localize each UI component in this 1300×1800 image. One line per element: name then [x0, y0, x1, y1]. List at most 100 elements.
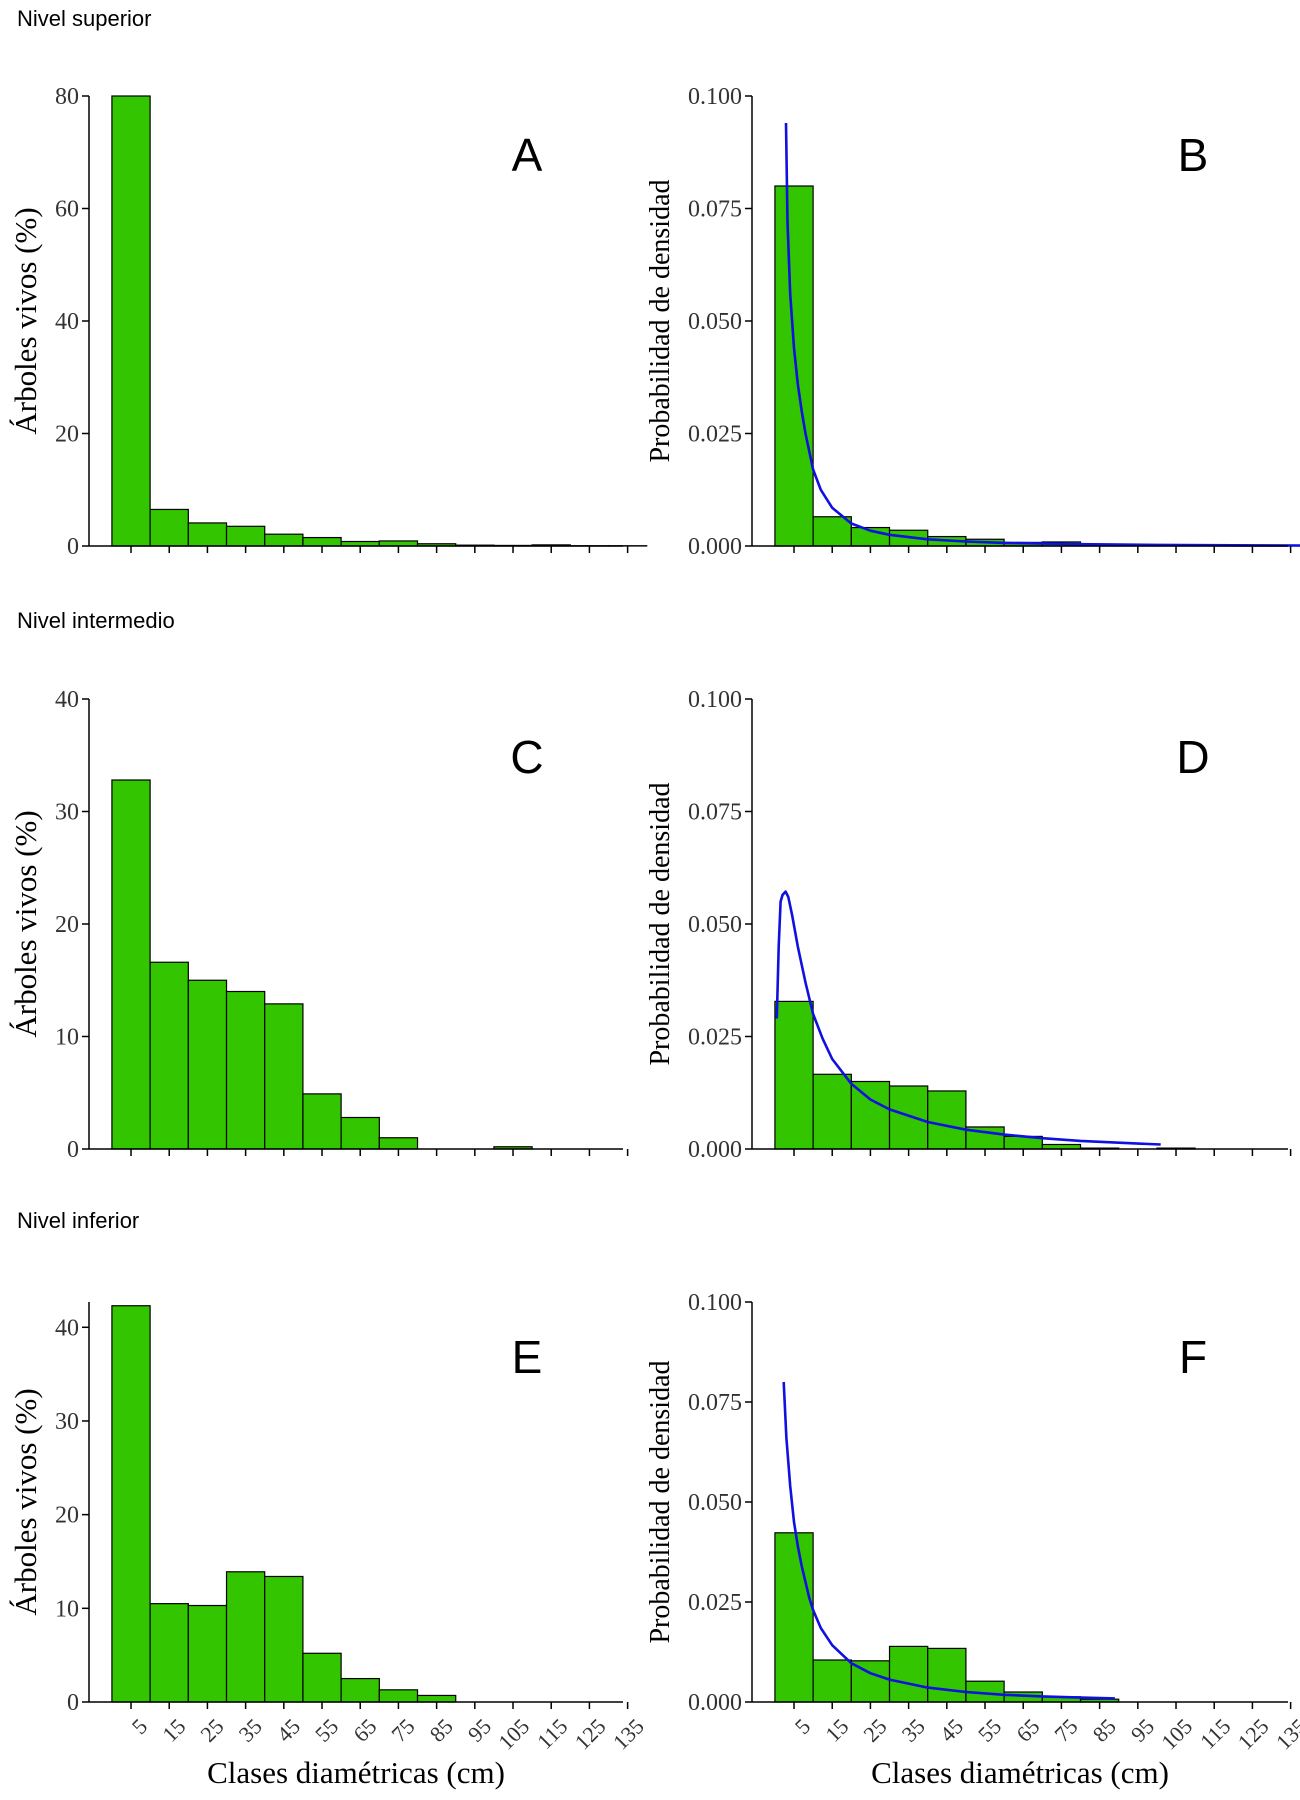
bar-a-35: [225, 525, 266, 547]
bar-a-55: [302, 536, 342, 547]
x-tick-label-e-125: 125: [570, 1714, 611, 1755]
y-tick-label-e-1: 10: [55, 1596, 79, 1622]
x-tick-label-e-65: 65: [348, 1714, 381, 1747]
bar-e-65: [340, 1677, 380, 1703]
bar-a-75: [378, 540, 419, 547]
y-tick-label-a-0: 0: [67, 534, 79, 560]
x-tick-label-e-105: 105: [493, 1714, 534, 1755]
x-tick-label-e-15: 15: [157, 1714, 190, 1747]
y-tick-label-b-2: 0.050: [688, 309, 742, 335]
y-tick-label-a-4: 80: [55, 84, 79, 110]
bar-e-45: [264, 1575, 304, 1703]
bar-a-25: [187, 522, 228, 547]
bar-e-5: [111, 1305, 151, 1703]
bar-a-15: [149, 508, 189, 547]
x-tick-label-f-125: 125: [1233, 1714, 1274, 1755]
x-axis-label-f: Clases diamétricas (cm): [871, 1755, 1169, 1790]
x-tick-label-f-45: 45: [935, 1714, 968, 1747]
y-axis-label-d: Probabilidad de densidad: [645, 782, 676, 1065]
bar-e-85: [416, 1694, 457, 1703]
y-tick-label-d-3: 0.075: [688, 800, 742, 826]
bar-e-35: [225, 1571, 266, 1703]
x-tick-label-f-5: 5: [790, 1714, 815, 1739]
fitted-curve-b: [784, 122, 1300, 547]
bar-b-5: [774, 185, 814, 547]
y-tick-label-c-0: 0: [67, 1137, 79, 1163]
y-tick-label-f-3: 0.075: [688, 1390, 742, 1416]
panel-label-b: B: [1178, 129, 1209, 181]
x-tick-label-f-115: 115: [1195, 1714, 1235, 1754]
y-tick-label-d-4: 0.100: [688, 687, 742, 713]
y-tick-label-b-1: 0.025: [688, 422, 742, 448]
bar-e-25: [187, 1604, 228, 1703]
row-title-superior: Nivel superior: [17, 6, 152, 31]
bar-c-65: [340, 1116, 380, 1150]
bar-e-55: [302, 1652, 342, 1703]
y-tick-label-a-3: 60: [55, 197, 79, 223]
bar-d-5: [774, 1000, 814, 1150]
bar-a-5: [111, 95, 151, 547]
y-axis-label-b: Probabilidad de densidad: [645, 179, 676, 462]
bar-d-45: [927, 1090, 967, 1150]
y-tick-label-e-4: 40: [55, 1315, 79, 1341]
bar-e-15: [149, 1603, 189, 1703]
x-tick-label-f-15: 15: [820, 1714, 853, 1747]
bar-c-5: [111, 779, 151, 1150]
bar-d-25: [850, 1080, 891, 1150]
y-tick-label-e-0: 0: [67, 1690, 79, 1716]
fitted-curve-f: [782, 1381, 1115, 1700]
y-tick-label-c-4: 40: [55, 687, 79, 713]
bar-f-35: [888, 1645, 929, 1703]
panel-label-e: E: [512, 1331, 543, 1383]
bar-c-15: [149, 961, 189, 1150]
x-tick-label-e-25: 25: [195, 1714, 228, 1747]
y-tick-label-d-0: 0.000: [688, 1137, 742, 1163]
y-tick-label-f-4: 0.100: [688, 1290, 742, 1316]
x-tick-label-f-75: 75: [1049, 1714, 1082, 1747]
y-tick-label-e-3: 30: [55, 1409, 79, 1435]
x-tick-label-f-65: 65: [1011, 1714, 1044, 1747]
y-tick-label-f-2: 0.050: [688, 1490, 742, 1516]
chart-panel-d: 0.000 0.025 0.050 0.075 0.100 Probabilidad de…: [645, 687, 1292, 1163]
x-tick-label-e-5: 5: [127, 1714, 152, 1739]
x-tick-label-f-25: 25: [858, 1714, 891, 1747]
y-tick-label-d-2: 0.050: [688, 912, 742, 938]
y-tick-label-c-2: 20: [55, 912, 79, 938]
x-tick-label-e-95: 95: [463, 1714, 496, 1747]
bar-f-45: [927, 1647, 967, 1703]
chart-panel-c: 0 10 20 30 40 Árboles vivos (%) C: [8, 687, 629, 1163]
bar-a-45: [264, 533, 304, 547]
bar-c-45: [264, 1003, 304, 1150]
x-tick-label-f-95: 95: [1126, 1714, 1159, 1747]
y-tick-label-b-3: 0.075: [688, 197, 742, 223]
x-tick-label-e-35: 35: [234, 1714, 267, 1747]
bar-c-25: [187, 979, 228, 1150]
bar-d-15: [812, 1073, 852, 1150]
bar-c-55: [302, 1093, 342, 1150]
y-tick-label-a-2: 40: [55, 309, 79, 335]
y-tick-label-b-4: 0.100: [688, 84, 742, 110]
x-tick-label-f-105: 105: [1156, 1714, 1197, 1755]
y-tick-label-a-1: 20: [55, 422, 79, 448]
bar-c-75: [378, 1137, 419, 1150]
y-tick-label-b-0: 0.000: [688, 534, 742, 560]
x-tick-label-e-85: 85: [425, 1714, 458, 1747]
y-axis-label-a: Árboles vivos (%): [8, 207, 43, 434]
fitted-curve-d: [775, 890, 1161, 1146]
panel-label-d: D: [1176, 731, 1209, 783]
x-tick-label-f-85: 85: [1088, 1714, 1121, 1747]
x-tick-label-e-115: 115: [532, 1714, 572, 1754]
x-tick-label-e-75: 75: [386, 1714, 419, 1747]
chart-panel-a: 0 20 40 60 80 Árboles vivos (%) A: [8, 84, 648, 560]
row-title-inferior: Nivel inferior: [17, 1208, 139, 1233]
x-tick-label-f-135: 135: [1271, 1714, 1300, 1755]
panel-label-f: F: [1179, 1331, 1207, 1383]
x-tick-label-f-35: 35: [897, 1714, 930, 1747]
x-tick-label-e-55: 55: [310, 1714, 343, 1747]
y-tick-label-f-1: 0.025: [688, 1590, 742, 1616]
y-tick-label-c-3: 30: [55, 800, 79, 826]
bar-f-5: [774, 1532, 814, 1703]
bar-e-75: [378, 1689, 419, 1703]
y-tick-label-f-0: 0.000: [688, 1690, 742, 1716]
